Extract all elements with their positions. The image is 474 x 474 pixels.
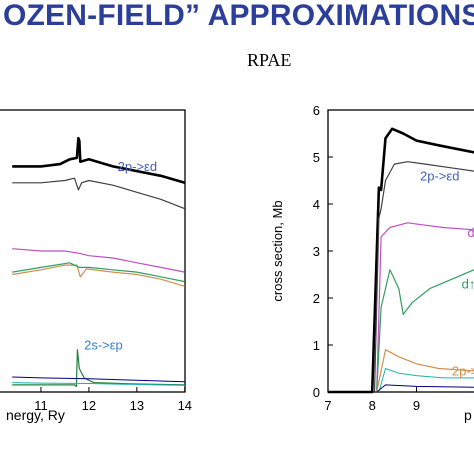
left-series-line-6: [12, 376, 185, 383]
left-x-axis-label: nergy, Ry: [6, 407, 65, 423]
left-x-ticks: 11 12 13 14: [34, 387, 192, 413]
right-x-axis-label: p: [464, 407, 472, 423]
right-x-tick-label: 7: [324, 398, 331, 413]
left-plot-frame: [0, 109, 186, 393]
left-chart: 11 12 13 14 2p->εd 2s->εp nergy, Ry: [0, 109, 192, 423]
left-annotations: 2p->εd 2s->εp: [84, 159, 157, 353]
right-series-line-4: [376, 349, 474, 393]
right-y-tick-label: 4: [313, 197, 320, 212]
right-annotation-label: d↑: [462, 277, 474, 292]
right-series-line-3: [376, 269, 474, 393]
slide-header: OZEN-FIELD” APPROXIMATIONS.: [0, 0, 474, 40]
left-series-line-4: [12, 262, 185, 283]
left-series-group: [12, 136, 186, 387]
left-series-line-3: [12, 264, 185, 287]
right-x-tick-label: 8: [369, 398, 376, 413]
left-annotation-label: 2p->εd: [118, 159, 157, 174]
left-x-tick-label: 13: [130, 398, 144, 413]
left-series-line-1: [12, 177, 186, 210]
right-series-line-1: [373, 161, 474, 393]
right-x-tick-label: 9: [413, 398, 420, 413]
right-series-line-2: [376, 222, 474, 393]
left-x-tick-label: 12: [82, 398, 96, 413]
right-annotation-label: 2p->ε: [452, 364, 474, 379]
right-y-tick-label: 6: [313, 103, 320, 118]
right-chart: RPAE 7 8 9 0 1 2 3 4 5 6 2p->εd d d↑ 2p->ε cross sec…: [247, 50, 474, 423]
right-y-tick-label: 2: [313, 291, 320, 306]
right-annotations: 2p->εd d d↑ 2p->ε: [420, 169, 474, 379]
right-y-tick-label: 3: [313, 244, 320, 259]
right-y-tick-label: 5: [313, 150, 320, 165]
right-series-line-6: [376, 384, 474, 393]
right-plot-frame: [327, 109, 474, 393]
left-series-line-7: [12, 382, 185, 386]
right-y-tick-label: 0: [313, 385, 320, 400]
left-annotation-label: 2s->εp: [84, 338, 123, 353]
right-chart-title: RPAE: [247, 50, 291, 70]
right-y-tick-label: 1: [313, 338, 320, 353]
left-series-line-0: [12, 136, 186, 185]
right-annotation-label: d: [467, 225, 474, 240]
right-axis-ticks: 7 8 9 0 1 2 3 4 5 6: [313, 103, 420, 413]
slide-title: OZEN-FIELD” APPROXIMATIONS.: [3, 0, 474, 32]
left-x-tick-label: 14: [178, 398, 192, 413]
left-series-line-5: [12, 349, 185, 387]
right-annotation-label: 2p->εd: [420, 169, 459, 184]
left-series-line-2: [12, 248, 185, 273]
left-x-tick-label: 11: [34, 398, 48, 413]
right-series-line-5: [378, 368, 474, 393]
right-series-group: [328, 127, 474, 394]
right-y-axis-label: cross section, Mb: [270, 200, 285, 301]
right-series-line-0: [328, 127, 474, 394]
